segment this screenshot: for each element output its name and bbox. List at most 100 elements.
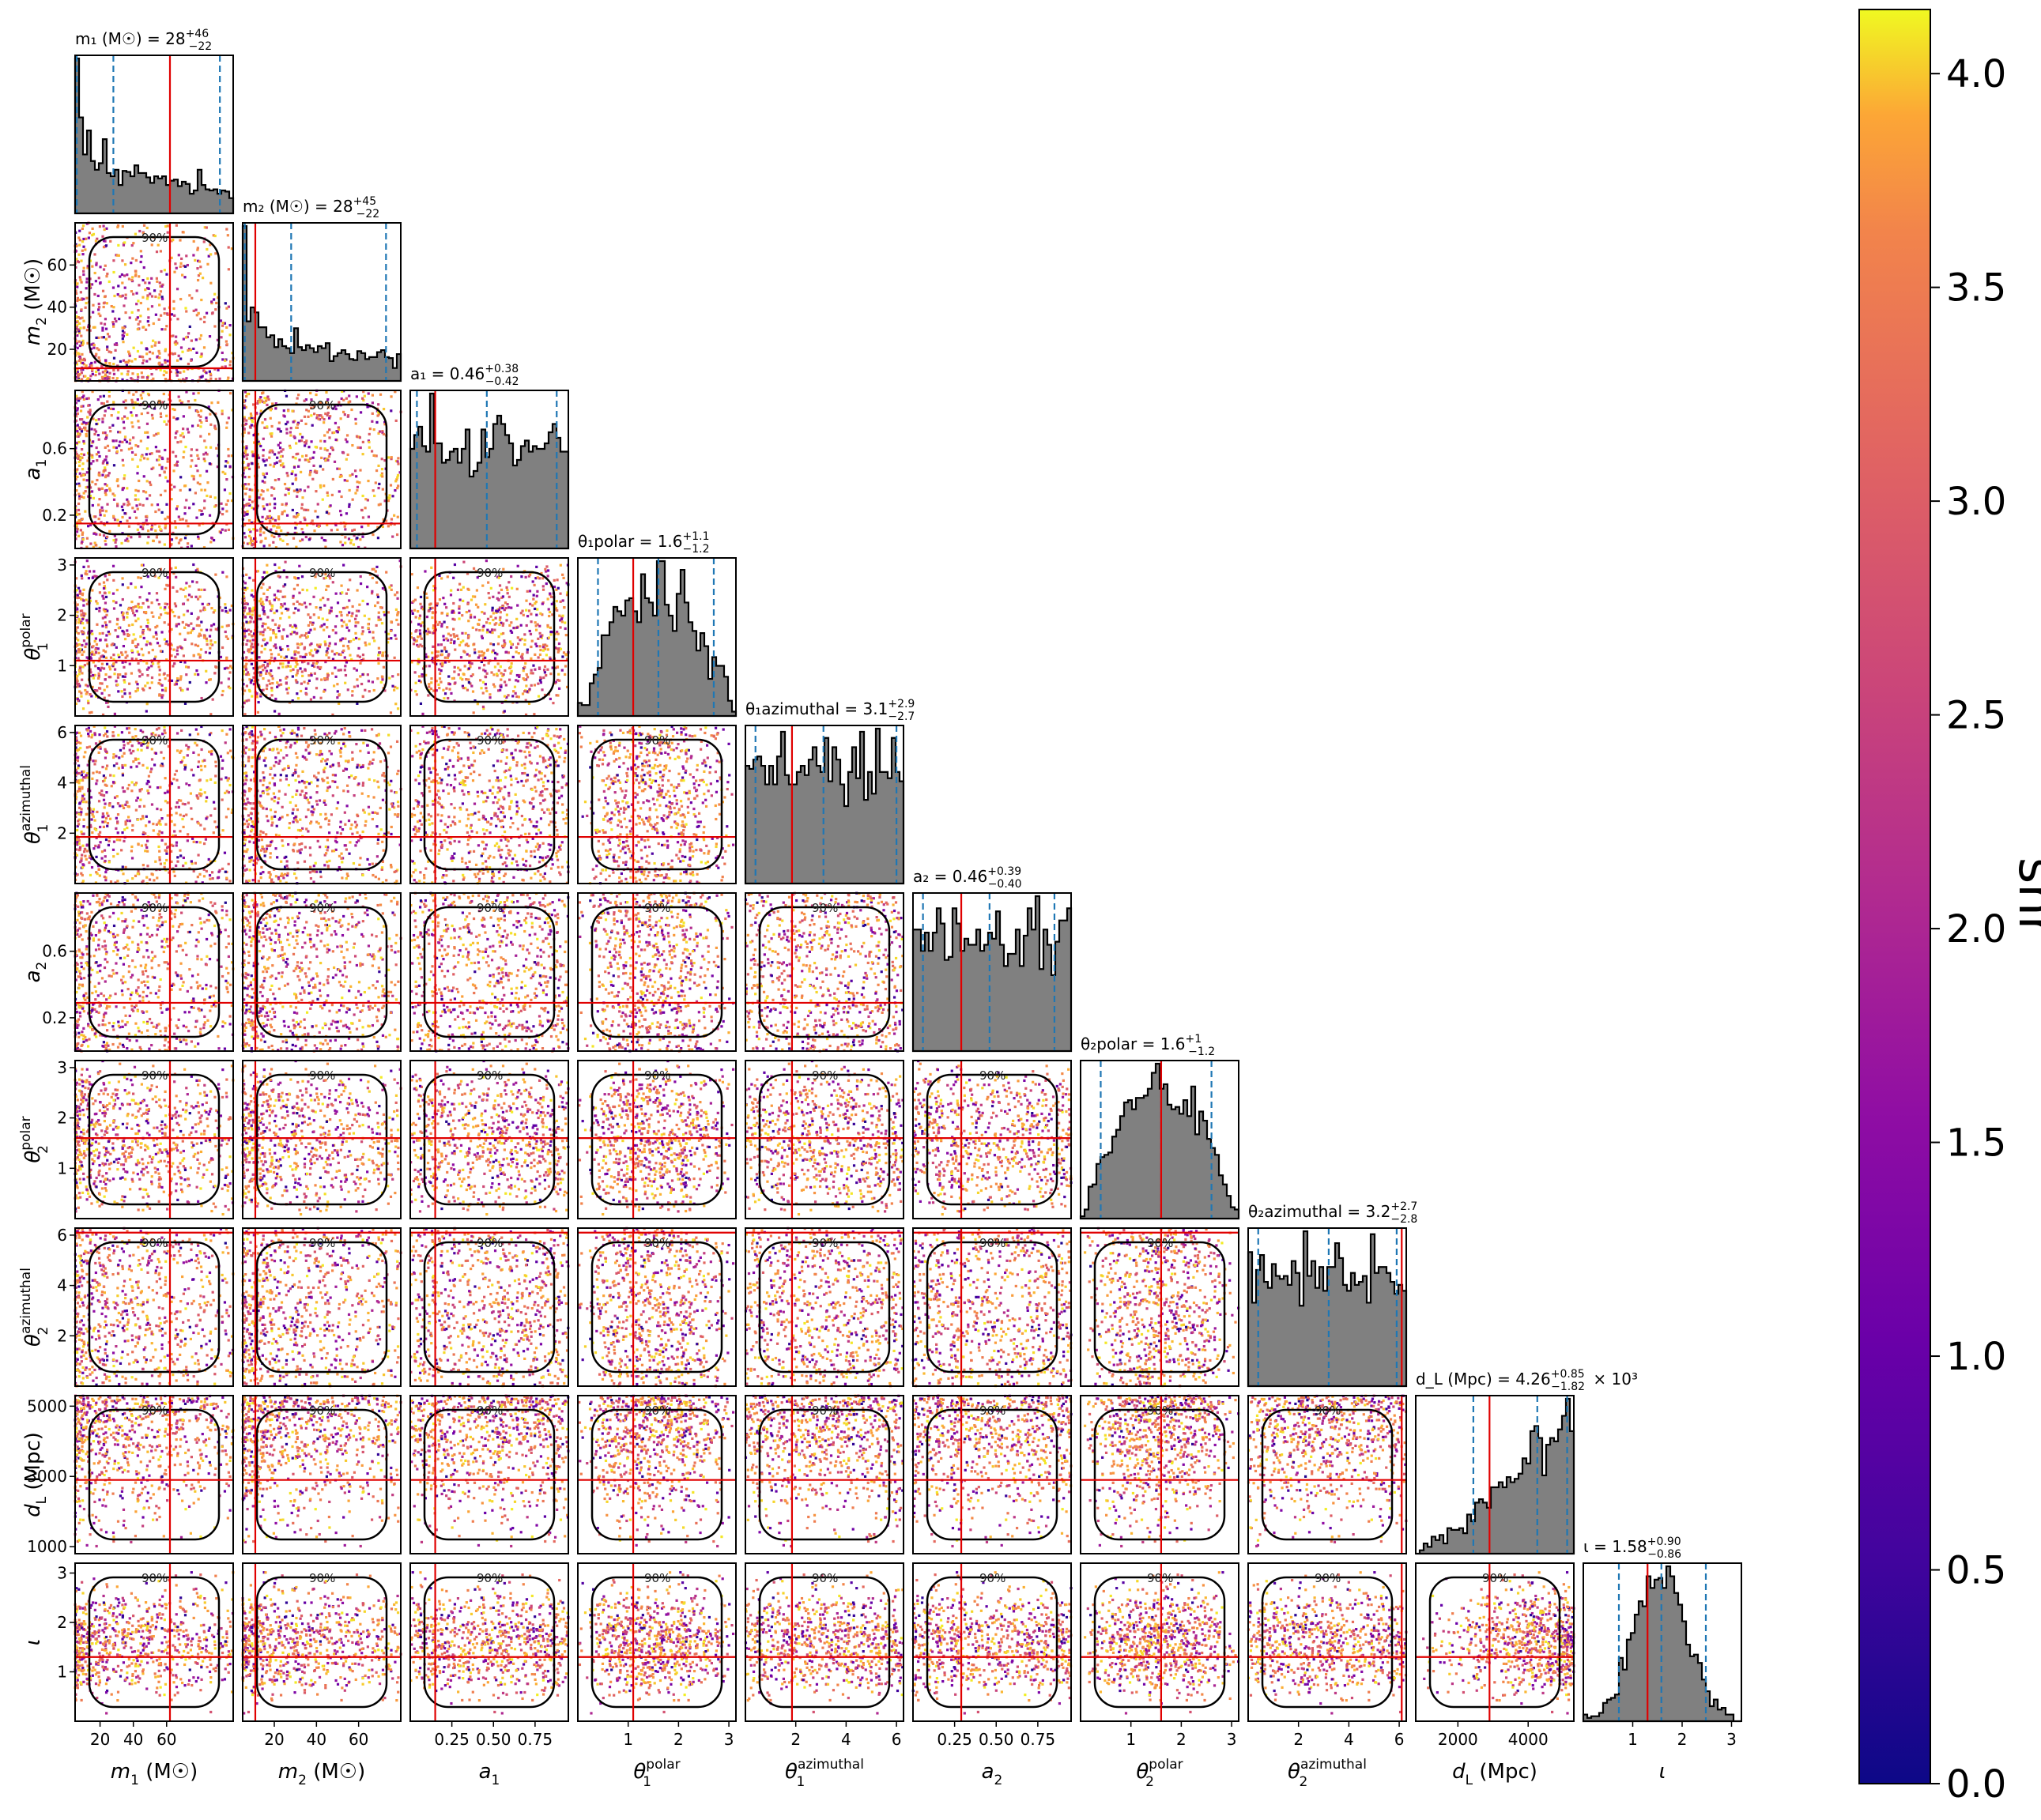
y-axis-label-a1: a1: [21, 459, 50, 480]
sample-point: [315, 662, 318, 665]
sample-point: [221, 413, 224, 415]
sample-point: [204, 791, 206, 793]
sample-point: [209, 424, 212, 426]
hist-panel-m2: m₂ (M☉) = 28+45 −22: [243, 195, 401, 381]
sample-point: [462, 600, 464, 602]
sample-point: [443, 639, 445, 641]
sample-point: [468, 667, 470, 669]
sample-point: [344, 638, 346, 640]
sample-point: [310, 699, 312, 701]
sample-point: [89, 375, 92, 377]
sample-point: [477, 703, 479, 705]
sample-point: [334, 676, 337, 678]
sample-point: [510, 665, 512, 668]
sample-point: [228, 333, 231, 336]
sample-point: [77, 698, 79, 700]
sample-point: [126, 616, 128, 618]
sample-point: [419, 635, 421, 637]
sample-point: [224, 607, 227, 609]
sample-point: [228, 880, 231, 882]
sample-point: [328, 417, 330, 420]
sample-point: [264, 666, 266, 669]
sample-point: [112, 663, 115, 665]
sample-point: [77, 618, 80, 620]
sample-point: [185, 254, 187, 257]
sample-point: [151, 305, 153, 307]
sample-point: [108, 427, 111, 429]
sample-point: [381, 676, 383, 678]
sample-point: [81, 240, 84, 243]
sample-point: [213, 820, 216, 823]
sample-point: [278, 567, 281, 569]
sample-point: [88, 577, 90, 579]
sample-point: [146, 447, 149, 450]
sample-point: [326, 459, 329, 462]
sample-point: [104, 466, 106, 469]
sample-point: [128, 503, 130, 505]
sample-point: [292, 483, 294, 485]
sample-point: [165, 584, 168, 586]
sample-point: [167, 612, 169, 614]
sample-point: [268, 544, 270, 546]
sample-point: [92, 577, 94, 579]
sample-point: [264, 464, 266, 466]
sample-point: [287, 409, 289, 412]
sample-point: [144, 431, 146, 434]
sample-point: [274, 479, 277, 481]
sample-point: [95, 637, 97, 639]
sample-point: [209, 814, 212, 816]
sample-point: [311, 665, 314, 667]
sample-point: [561, 615, 564, 617]
sample-point: [198, 595, 201, 597]
sample-point: [173, 662, 175, 665]
sample-point: [274, 593, 276, 596]
sample-point: [227, 234, 229, 236]
sample-point: [473, 616, 476, 618]
sample-point: [79, 398, 81, 400]
sample-point: [130, 411, 132, 413]
sample-point: [174, 262, 176, 265]
sample-point: [77, 594, 79, 597]
sample-point: [281, 503, 284, 506]
sample-point: [391, 675, 394, 677]
sample-point: [257, 570, 259, 572]
sample-point: [122, 488, 124, 491]
sample-point: [338, 703, 340, 705]
sample-point: [193, 310, 195, 312]
sample-point: [549, 627, 552, 629]
sample-point: [164, 361, 167, 364]
sample-point: [150, 767, 153, 770]
sample-point: [141, 371, 143, 374]
sample-point: [264, 476, 266, 478]
sample-point: [263, 628, 266, 631]
sample-point: [123, 681, 126, 684]
sample-point: [276, 526, 278, 529]
sample-point: [180, 646, 183, 649]
sample-point: [456, 635, 458, 637]
sample-point: [199, 266, 202, 268]
sample-point: [249, 427, 251, 429]
sample-point: [458, 598, 461, 601]
sample-point: [125, 823, 127, 825]
sample-point: [82, 496, 85, 499]
sample-point: [134, 444, 137, 447]
sample-point: [477, 606, 479, 609]
y-tick-label: 1: [57, 656, 67, 675]
sample-point: [140, 818, 142, 820]
sample-point: [454, 563, 456, 566]
sample-point: [160, 413, 162, 415]
sample-point: [101, 766, 104, 768]
sample-point: [158, 603, 160, 605]
sample-point: [296, 692, 298, 695]
sample-point: [150, 665, 153, 667]
sample-point: [100, 639, 102, 641]
sample-point: [139, 458, 141, 461]
sample-point: [277, 654, 280, 656]
sample-point: [269, 503, 271, 505]
sample-point: [342, 411, 345, 413]
sample-point: [354, 418, 357, 420]
sample-point: [490, 587, 492, 590]
sample-point: [248, 417, 251, 420]
sample-point: [525, 576, 527, 578]
sample-point: [78, 230, 81, 232]
